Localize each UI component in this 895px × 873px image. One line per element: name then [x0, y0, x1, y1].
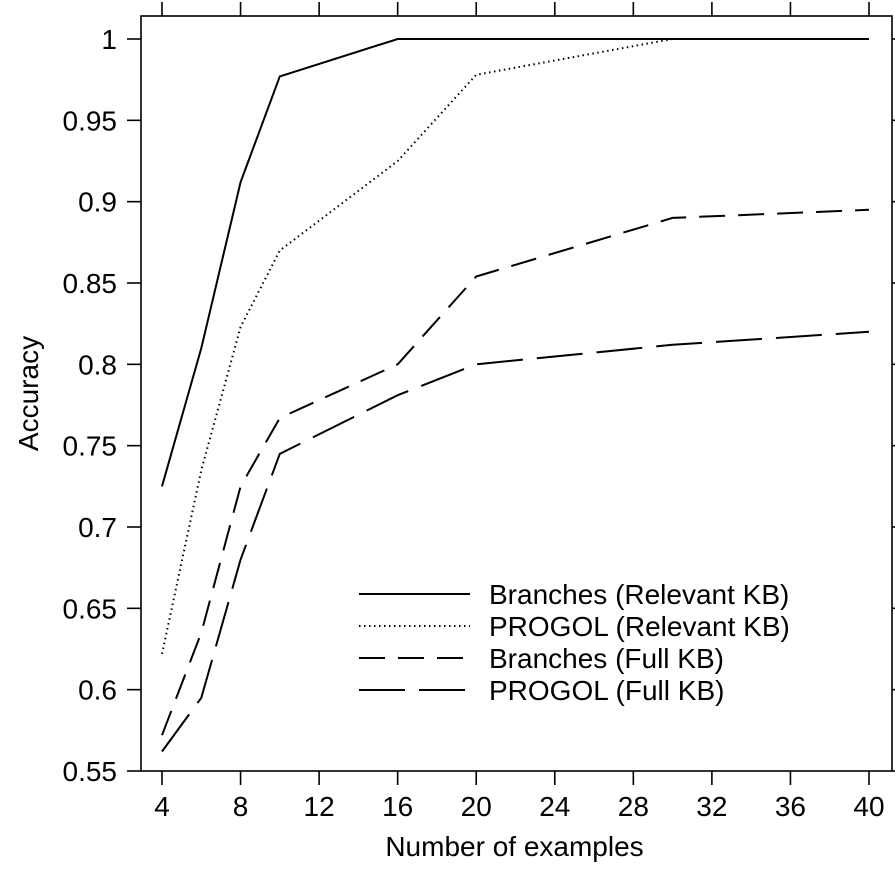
- legend-label-2: PROGOL (Relevant KB): [489, 611, 790, 642]
- y-tick-label: 0.8: [78, 349, 117, 380]
- x-tick-label: 20: [461, 791, 492, 822]
- y-axis-title: Accuracy: [13, 336, 44, 451]
- legend-label-3: Branches (Full KB): [489, 643, 724, 674]
- series-line-3: [161, 208, 870, 736]
- x-tick-label: 8: [233, 791, 249, 822]
- y-tick-label: 0.65: [63, 593, 118, 624]
- x-tick-label: 36: [775, 791, 806, 822]
- x-tick-label: 28: [618, 791, 649, 822]
- y-tick-label: 0.9: [78, 187, 117, 218]
- x-tick-label: 40: [853, 791, 884, 822]
- y-tick-label: 0.55: [63, 756, 118, 787]
- legend-label-1: Branches (Relevant KB): [489, 579, 789, 610]
- series-lines: [161, 38, 870, 753]
- axes: 4 8 12 16 20 24 28 32 36 40 0.55 0.6 0.65 0.7 0.75 0.8 0…: [63, 2, 895, 822]
- y-tick-label: 0.95: [63, 105, 118, 136]
- x-tick-label: 4: [154, 791, 170, 822]
- series-line-1: [161, 38, 869, 487]
- legend-label-4: PROGOL (Full KB): [489, 675, 724, 706]
- y-tick-label: 0.75: [63, 431, 118, 462]
- x-tick-label: 16: [382, 791, 413, 822]
- y-tick-label: 0.85: [63, 268, 118, 299]
- y-tick-label: 1: [101, 24, 117, 55]
- series-line-2: [161, 38, 869, 655]
- x-axis-title: Number of examples: [385, 831, 643, 862]
- legend: Branches (Relevant KB)PROGOL (Relevant K…: [359, 579, 790, 706]
- x-tick-label: 12: [304, 791, 335, 822]
- x-tick-label: 32: [696, 791, 727, 822]
- plot-frame: [140, 15, 893, 772]
- x-tick-label: 24: [539, 791, 570, 822]
- y-tick-label: 0.7: [78, 512, 117, 543]
- series-line-4: [161, 330, 870, 753]
- y-tick-label: 0.6: [78, 675, 117, 706]
